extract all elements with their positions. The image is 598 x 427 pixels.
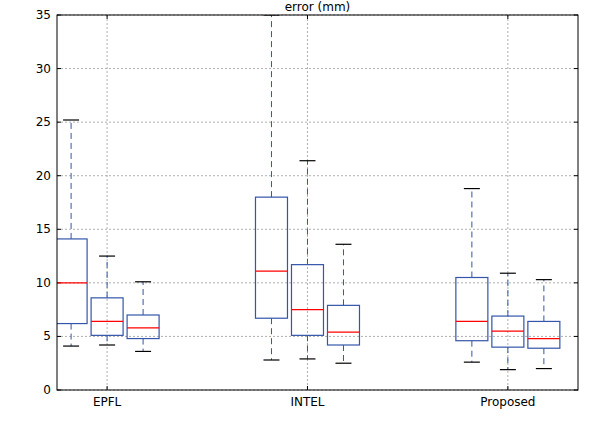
tick [57,336,61,337]
whisker [107,256,108,298]
median [127,327,159,328]
tick [57,175,61,176]
tick-label: 5 [43,329,51,343]
plot-frame [57,15,578,390]
median [528,338,560,339]
median [291,309,323,310]
tick [307,15,308,19]
cap [464,362,480,363]
median [492,330,524,331]
box [291,265,323,336]
median [91,321,123,322]
tick-label: 25 [36,115,51,129]
tick [57,122,61,123]
median [57,282,87,283]
tick [107,386,108,390]
cap [464,188,480,189]
whisker [307,161,308,265]
cap [63,345,79,346]
median [456,321,488,322]
cap [500,369,516,370]
whisker [271,15,272,197]
whisker [507,273,508,316]
grid-line [57,175,578,176]
tick [574,68,578,69]
tick [57,229,61,230]
category-label: INTEL [290,395,324,409]
cap [500,273,516,274]
tick-label: 30 [36,62,51,76]
whisker [143,339,144,352]
whisker [507,347,508,370]
whisker [343,244,344,305]
grid-line [57,229,578,230]
whisker [471,189,472,278]
cap [135,351,151,352]
background [0,0,598,427]
box [57,239,87,324]
tick [107,15,108,19]
tick-label: 15 [36,222,51,236]
tick-label: 0 [43,383,51,397]
whisker [71,324,72,347]
whisker [143,282,144,315]
cap [135,281,151,282]
grid-line [57,282,578,283]
box [528,321,560,348]
tick [507,386,508,390]
cap [536,368,552,369]
grid-line [57,122,578,123]
box [255,197,287,318]
grid-line [307,15,308,390]
grid-line [57,336,578,337]
tick-label: 20 [36,169,51,183]
tick [574,282,578,283]
box [327,305,359,345]
category-label: Proposed [480,395,535,409]
chart: 0 5 10 15 20 25 30 35 EPFL INTEL Proposed error (mm… [0,0,598,427]
tick [574,336,578,337]
tick [57,68,61,69]
cap [263,359,279,360]
box [91,298,123,336]
category-label: EPFL [93,395,122,409]
tick [307,386,308,390]
boxes [57,15,560,370]
title: error (mm) [285,0,351,14]
grid-line [107,15,108,390]
median [255,270,287,271]
tick-label: 35 [36,8,51,22]
cap [99,344,115,345]
box [127,315,159,339]
whisker [107,335,108,345]
tick [574,175,578,176]
cap [335,363,351,364]
whisker [71,120,72,239]
tick [507,15,508,19]
box [492,316,524,347]
grid-line [507,15,508,390]
box [456,278,488,341]
whisker [543,280,544,322]
cap [335,244,351,245]
whisker [543,348,544,368]
tick-label: 10 [36,276,51,290]
cap [63,119,79,120]
cap [299,160,315,161]
cap [99,255,115,256]
median [327,332,359,333]
cap [536,279,552,280]
cap [299,358,315,359]
whisker [471,341,472,362]
tick [574,229,578,230]
whisker [343,345,344,363]
tick [574,122,578,123]
whisker [271,318,272,360]
grid-line [57,68,578,69]
whisker [307,335,308,359]
